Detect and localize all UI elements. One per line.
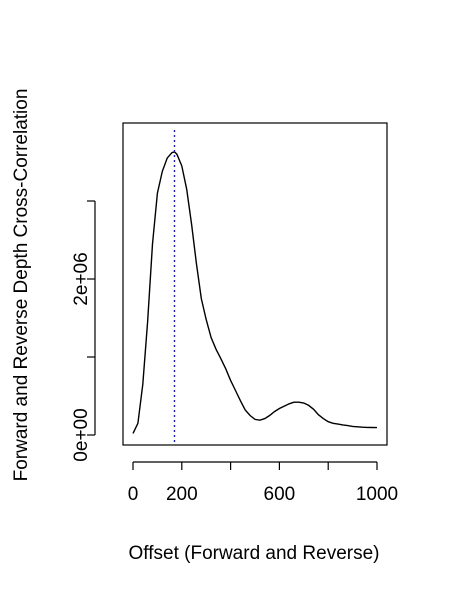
y-axis: 0e+00 2e+06	[71, 201, 95, 462]
x-axis: 0 200 600 1000	[128, 462, 398, 505]
x-tick-label: 600	[264, 484, 296, 505]
curve-group	[133, 130, 377, 445]
x-axis-label: Offset (Forward and Reverse)	[129, 543, 380, 564]
y-tick-label: 0e+00	[71, 408, 92, 461]
y-tick-label: 2e+06	[71, 252, 92, 305]
y-axis-label: Forward and Reverse Depth Cross-Correlat…	[11, 89, 32, 482]
x-tick-label: 200	[166, 484, 198, 505]
x-tick-label: 1000	[356, 484, 398, 505]
series-line-0	[133, 152, 377, 434]
x-tick-label: 0	[128, 484, 139, 505]
